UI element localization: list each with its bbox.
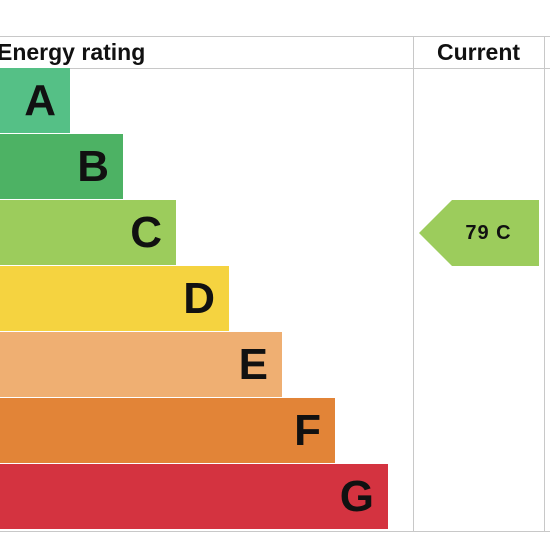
column-divider <box>413 36 414 532</box>
band-c-label: C <box>130 207 162 257</box>
band-b-label: B <box>77 141 109 191</box>
chart-title: Energy rating <box>0 39 146 65</box>
band-f-label: F <box>294 405 321 455</box>
current-rating-arrow <box>419 200 539 266</box>
band-a: A <box>0 68 70 133</box>
band-e: E <box>0 332 282 397</box>
current-rating-label: 79 C <box>465 222 512 244</box>
band-e-label: E <box>238 339 268 389</box>
top-border <box>0 36 550 37</box>
header-divider <box>0 68 550 69</box>
band-a-label: A <box>24 75 56 125</box>
band-d-label: D <box>183 273 215 323</box>
band-f: F <box>0 398 335 463</box>
band-b: B <box>0 134 123 199</box>
band-g-label: G <box>339 471 374 521</box>
band-g: G <box>0 464 388 529</box>
band-c: C <box>0 200 176 265</box>
bottom-border <box>0 531 550 532</box>
band-d: D <box>0 266 229 331</box>
right-column-divider <box>544 36 545 532</box>
current-column-header: Current <box>436 39 521 65</box>
